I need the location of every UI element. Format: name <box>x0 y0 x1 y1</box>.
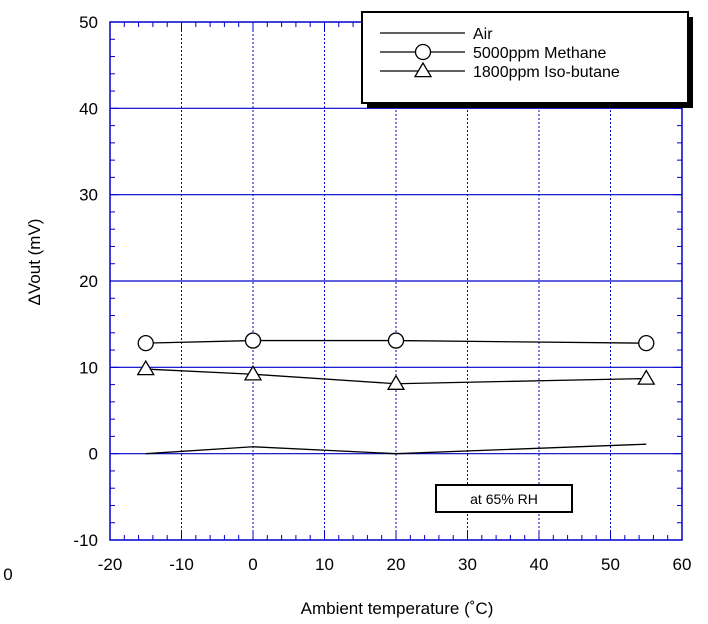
series-5000ppm-methane <box>137 332 655 352</box>
data-point <box>386 374 406 390</box>
y-tick-label: 30 <box>79 186 98 205</box>
legend-entry: 5000ppm Methane <box>380 43 607 62</box>
x-tick-label: 50 <box>601 555 620 574</box>
legend-marker <box>414 43 432 61</box>
series-line <box>145 368 647 385</box>
series-line <box>145 443 647 455</box>
x-tick-label: -10 <box>169 555 194 574</box>
y-tick-label: -10 <box>73 531 98 550</box>
y-axis-title: ΔVout (mV) <box>25 219 44 306</box>
legend-label: 5000ppm Methane <box>473 45 607 62</box>
stray-tick-label: 0 <box>3 565 12 584</box>
grid <box>110 22 682 540</box>
x-axis-title: Ambient temperature (˚C) <box>301 599 494 618</box>
series <box>136 332 656 455</box>
series-1800ppm-iso-butane <box>136 359 656 390</box>
x-tick-label: 60 <box>673 555 692 574</box>
y-tick-label: 40 <box>79 99 98 118</box>
data-point <box>137 335 154 352</box>
series-line <box>145 339 647 344</box>
x-tick-label: 0 <box>248 555 257 574</box>
x-tick-label: 30 <box>458 555 477 574</box>
x-tick-label: 20 <box>387 555 406 574</box>
minor-ticks <box>109 21 683 541</box>
data-point <box>244 332 262 349</box>
annotation-text: at 65% RH <box>470 491 538 507</box>
data-point <box>638 335 655 352</box>
legend-entry: Air <box>380 26 493 43</box>
data-point <box>637 369 656 385</box>
series-air <box>145 443 647 455</box>
annotation-frame <box>435 484 573 513</box>
data-point <box>387 332 405 349</box>
legend-frame <box>361 11 689 104</box>
y-tick-label: 10 <box>79 358 98 377</box>
data-point <box>136 359 155 376</box>
legend-label: 1800ppm Iso-butane <box>473 64 620 81</box>
y-tick-label: 0 <box>89 445 98 464</box>
data-point <box>243 364 263 381</box>
y-tick-label: 20 <box>79 272 98 291</box>
legend: Air 5000ppm Methane 1800ppm Iso-butane <box>361 11 693 108</box>
x-tick-label: -20 <box>98 555 123 574</box>
x-tick-label: 40 <box>530 555 549 574</box>
x-tick-label: 10 <box>315 555 334 574</box>
legend-label: Air <box>473 26 493 43</box>
legend-entry: 1800ppm Iso-butane <box>380 61 620 81</box>
y-tick-label: 50 <box>79 13 98 32</box>
annotation-box: at 65% RH <box>435 484 573 513</box>
legend-marker <box>413 61 433 78</box>
